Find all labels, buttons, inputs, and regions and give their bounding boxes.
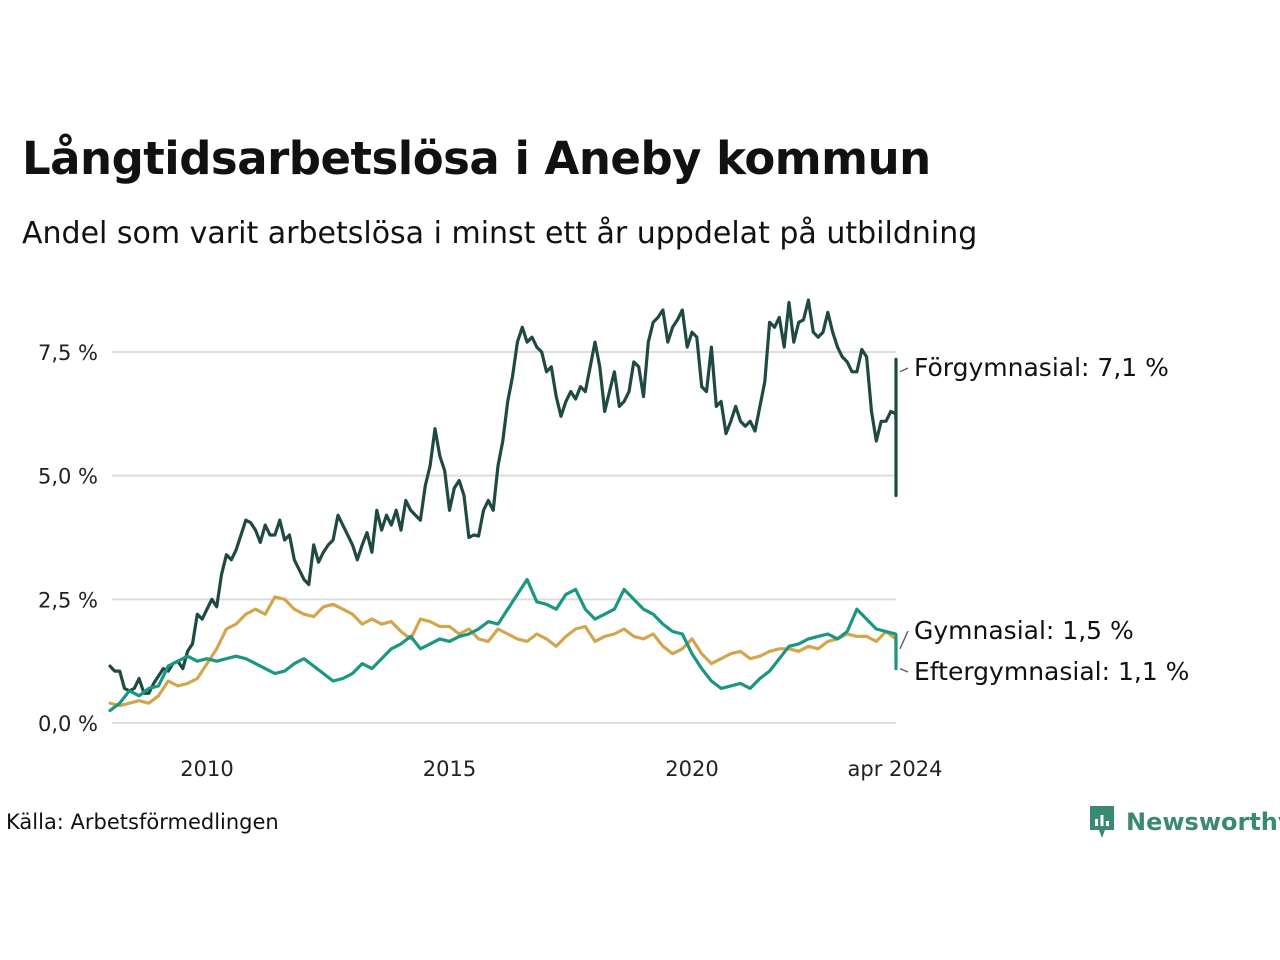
series-line-forgymnasial [108, 298, 898, 695]
series-label-gymnasial: Gymnasial: 1,5 % [914, 616, 1134, 645]
leader-line-eftergymnasial [899, 668, 909, 673]
series-label-eftergymnasial: Eftergymnasial: 1,1 % [914, 657, 1189, 686]
series-lines [108, 298, 898, 713]
x-axis-ticks: 2010 2015 2020 apr 2024 [180, 757, 942, 781]
y-tick-label: 5,0 % [38, 465, 98, 489]
y-tick-label: 2,5 % [38, 588, 98, 612]
series-labels: Förgymnasial: 7,1 % Gymnasial: 1,5 % Efter… [899, 353, 1189, 686]
y-tick-label: 0,0 % [38, 712, 98, 736]
y-axis-ticks: 0,0 % 2,5 % 5,0 % 7,5 % [38, 341, 98, 736]
chart-title: Långtidsarbetslösa i Aneby kommun [22, 132, 931, 185]
brand-logo[interactable]: Newsworthy [1088, 804, 1280, 840]
newsworthy-logo-icon [1090, 806, 1114, 838]
source-note: Källa: Arbetsförmedlingen [6, 810, 279, 834]
series-line-gymnasial [108, 595, 898, 708]
x-tick-label: apr 2024 [848, 757, 943, 781]
series-line-eftergymnasial [108, 577, 898, 713]
y-tick-label: 7,5 % [38, 341, 98, 365]
x-tick-label: 2010 [180, 757, 233, 781]
brand-name: Newsworthy [1126, 808, 1280, 836]
leader-line-gymnasial [899, 630, 909, 650]
x-tick-label: 2015 [423, 757, 476, 781]
x-tick-label: 2020 [665, 757, 718, 781]
leader-line-forgymnasial [899, 367, 909, 373]
chart-subtitle: Andel som varit arbetslösa i minst ett å… [22, 216, 978, 251]
gridlines [112, 351, 896, 724]
series-label-forgymnasial: Förgymnasial: 7,1 % [914, 353, 1169, 382]
